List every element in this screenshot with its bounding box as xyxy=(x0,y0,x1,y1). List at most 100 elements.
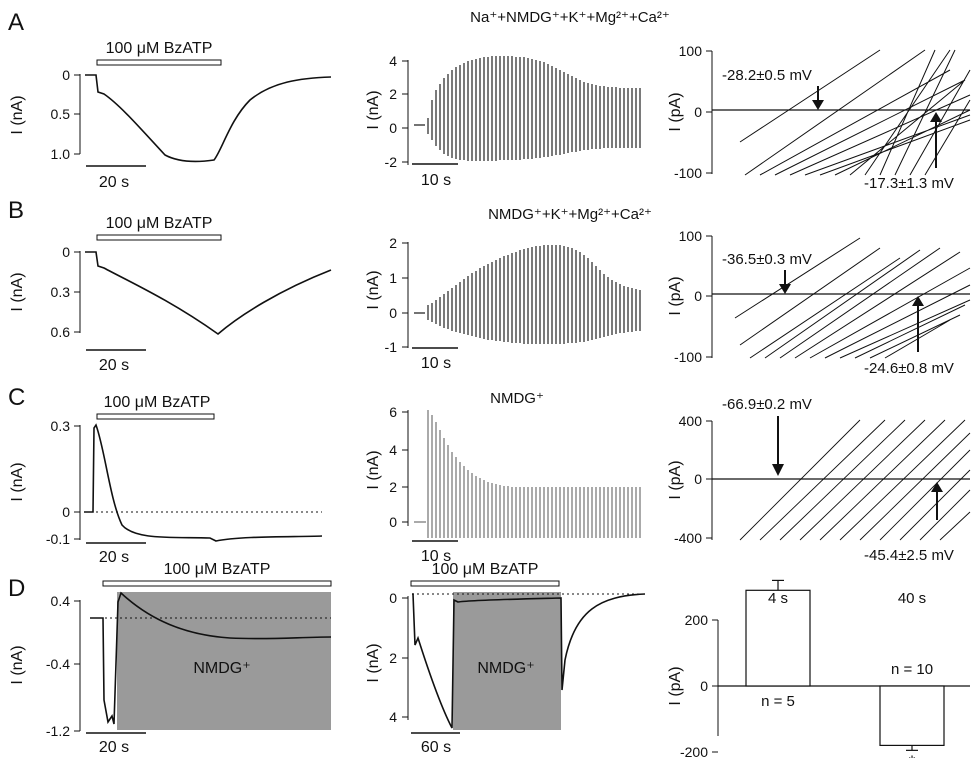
left-ytick-label: -0.1 xyxy=(46,531,70,547)
middle-ytick-label: -1 xyxy=(385,339,398,355)
left-ytick-label: -0.4 xyxy=(46,656,70,672)
bar-chart-ytick-label: 200 xyxy=(685,612,709,628)
time-scalebar-label: 10 s xyxy=(421,355,451,372)
ramp-train xyxy=(414,410,641,538)
left-ytick-label: 0.3 xyxy=(51,418,71,434)
iv-ytick-label: 0 xyxy=(694,288,702,304)
iv-traces xyxy=(734,237,971,359)
current-trace xyxy=(90,591,332,725)
middle-ytick-label: 2 xyxy=(389,235,397,251)
time-scalebar-label: 20 s xyxy=(99,357,129,374)
middle-ytick-label: 4 xyxy=(389,709,397,725)
iv-ylabel: I (pA) xyxy=(667,92,684,131)
middle-ytick-label: 2 xyxy=(389,650,397,666)
bzatp-bar xyxy=(96,234,222,241)
n-label: n = 5 xyxy=(761,693,795,710)
middle-ylabel: I (nA) xyxy=(365,90,382,129)
left-ytick-label: -1.2 xyxy=(46,723,70,739)
bar-chart-ylabel: I (pA) xyxy=(667,666,684,705)
middle-ytick-label: 4 xyxy=(389,53,397,69)
ramp-train xyxy=(414,245,641,344)
arrow-head xyxy=(931,482,943,492)
left-ytick-label: 0.5 xyxy=(51,106,71,122)
arrow-head xyxy=(779,284,791,294)
nmdg-shade-label: NMDG⁺ xyxy=(193,660,250,677)
left-ylabel: I (nA) xyxy=(9,462,26,501)
bzatp-bar-label: 100 μM BzATP xyxy=(432,561,539,578)
bzatp-bar-label: 100 μM BzATP xyxy=(104,394,211,411)
left-ytick-label: 0 xyxy=(62,504,70,520)
middle-ytick-label: 0 xyxy=(389,120,397,136)
bzatp-bar-label: 100 μM BzATP xyxy=(106,40,213,57)
bar xyxy=(879,685,945,747)
iv-traces xyxy=(739,419,971,541)
middle-ytick-label: 2 xyxy=(389,86,397,102)
nmdg-shade xyxy=(117,592,331,730)
nmdg-shade-label: NMDG⁺ xyxy=(477,660,534,677)
arrow-head xyxy=(772,464,784,476)
time-scalebar-label: 20 s xyxy=(99,174,129,191)
time-scalebar-label: 20 s xyxy=(99,549,129,566)
reversal-annotation-left: -36.5±0.3 mV xyxy=(722,251,812,268)
panel-label-a: A xyxy=(8,9,24,36)
time-scalebar-label: 60 s xyxy=(421,739,451,756)
left-ylabel: I (nA) xyxy=(9,272,26,311)
bar-chart: I (pA) 200 0 -200 4 s n = 5 40 s n = 10 * xyxy=(667,579,970,758)
ramp-train xyxy=(414,56,641,161)
middle-ytick-label: 6 xyxy=(389,404,397,420)
bzatp-bar xyxy=(96,59,222,66)
row-d: D 100 μM BzATP NMDG⁺ I (nA) 0.4 -0.4 -1.… xyxy=(8,561,970,758)
left-ytick-label: 0.3 xyxy=(51,284,71,300)
bar-chart-ytick-label: -200 xyxy=(680,744,708,758)
iv-ytick-label: 400 xyxy=(679,413,703,429)
current-trace xyxy=(84,423,323,542)
reversal-annotation-left: -66.9±0.2 mV xyxy=(722,396,812,413)
reversal-annotation-left: -28.2±0.5 mV xyxy=(722,67,812,84)
solution-title: Na⁺+NMDG⁺+K⁺+Mg²⁺+Ca²⁺ xyxy=(470,9,670,26)
reversal-annotation-right: -17.3±1.3 mV xyxy=(864,175,954,192)
iv-ytick-label: 100 xyxy=(679,43,703,59)
solution-title: NMDG⁺ xyxy=(490,390,544,407)
current-trace xyxy=(85,74,332,163)
panel-label-c: C xyxy=(8,384,25,411)
category-label: 40 s xyxy=(898,590,926,607)
reversal-annotation-right: -45.4±2.5 mV xyxy=(864,547,954,564)
time-scalebar-label: 10 s xyxy=(421,172,451,189)
iv-ytick-label: -400 xyxy=(674,530,702,546)
middle-ytick-label: 0 xyxy=(389,590,397,606)
iv-ytick-label: 0 xyxy=(694,104,702,120)
left-ylabel: I (nA) xyxy=(9,645,26,684)
middle-ytick-label: 4 xyxy=(389,442,397,458)
bzatp-bar xyxy=(96,413,215,420)
category-label: 4 s xyxy=(768,590,788,607)
iv-ytick-label: 0 xyxy=(694,471,702,487)
row-c: C 100 μM BzATP I (nA) 0.3 0 -0.1 20 s NM… xyxy=(8,384,971,566)
bzatp-bar-label: 100 μM BzATP xyxy=(106,215,213,232)
arrow-head xyxy=(912,296,924,306)
middle-ylabel: I (nA) xyxy=(365,270,382,309)
middle-ytick-label: 2 xyxy=(389,479,397,495)
iv-ytick-label: 100 xyxy=(679,228,703,244)
left-ytick-label: 0.6 xyxy=(51,324,71,340)
panel-label-b: B xyxy=(8,197,24,224)
left-ytick-label: 0 xyxy=(62,244,70,260)
middle-ytick-label: 0 xyxy=(389,305,397,321)
middle-ylabel: I (nA) xyxy=(365,643,382,682)
left-ytick-label: 1.0 xyxy=(51,146,71,162)
solution-title: NMDG⁺+K⁺+Mg²⁺+Ca²⁺ xyxy=(488,206,652,223)
bar-chart-ytick-label: 0 xyxy=(700,678,708,694)
time-scalebar-label: 10 s xyxy=(421,548,451,565)
time-scalebar-label: 20 s xyxy=(99,739,129,756)
iv-ylabel: I (pA) xyxy=(667,276,684,315)
panel-label-d: D xyxy=(8,575,25,602)
left-ytick-label: 0 xyxy=(62,67,70,83)
row-b: B 100 μM BzATP I (nA) 0 0.3 0.6 20 s NMD… xyxy=(8,197,971,377)
bzatp-bar xyxy=(102,580,332,587)
row-a: A 100 μM BzATP I (nA) 0 0.5 1.0 20 s Na⁺… xyxy=(8,9,971,192)
n-label: n = 10 xyxy=(891,661,933,678)
left-ytick-label: 0.4 xyxy=(51,593,71,609)
arrow-head xyxy=(930,112,942,122)
significance-marker: * xyxy=(908,752,915,758)
current-trace xyxy=(85,251,332,336)
